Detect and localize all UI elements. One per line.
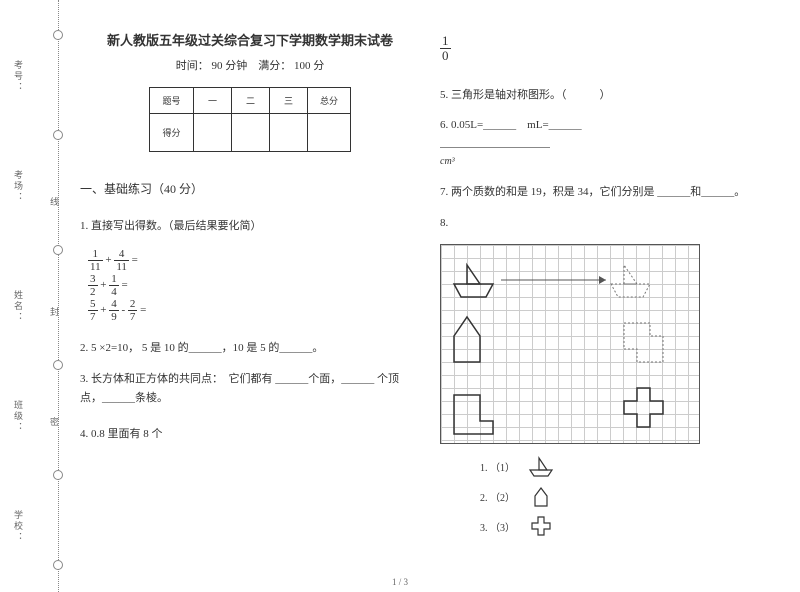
cell	[307, 114, 350, 152]
question-2: 2. 5 ×2=10， 5 是 10 的______，10 是 5 的_____…	[80, 339, 420, 358]
plus-icon	[527, 514, 555, 538]
fraction-standalone: 10	[440, 34, 780, 64]
house-icon	[527, 484, 555, 508]
binding-dotted-line	[58, 0, 59, 592]
page-number: 1 / 3	[392, 577, 408, 587]
answer-row: 3. （3）	[480, 514, 780, 538]
answer-label: 1. （1）	[480, 459, 515, 474]
cell	[231, 114, 269, 152]
cell	[269, 114, 307, 152]
question-1: 1. 直接写出得数。（最后结果要化简）	[80, 217, 420, 236]
binding-margin: 考号： 考场： 姓名： 班级： 学校： 线 封 密	[0, 0, 70, 592]
question-7: 7. 两个质数的和是 19，积是 34，它们分别是 ______和______。	[440, 183, 780, 202]
binding-label: 姓名：	[12, 290, 25, 323]
exam-title: 新人教版五年级过关综合复习下学期数学期末试卷	[80, 30, 420, 49]
column-right: 10 5. 三角形是轴对称图形。（ ） 6. 0.05L=______ mL=_…	[440, 20, 780, 575]
binding-label: 学校：	[12, 510, 25, 543]
cell: 题号	[149, 88, 193, 114]
unit-label: cm³	[440, 156, 780, 167]
cell: 二	[231, 88, 269, 114]
column-left: 新人教版五年级过关综合复习下学期数学期末试卷 时间： 90 分钟 满分： 100…	[80, 20, 420, 575]
answer-row: 2. （2）	[480, 484, 780, 508]
table-row: 题号 一 二 三 总分	[149, 88, 350, 114]
binding-label: 考号：	[12, 60, 25, 93]
binding-char: 线	[50, 195, 59, 208]
binding-circle	[53, 360, 63, 370]
cell	[193, 114, 231, 152]
boat-icon	[527, 454, 555, 478]
binding-char: 封	[50, 305, 59, 318]
cell: 得分	[149, 114, 193, 152]
page-content: 新人教版五年级过关综合复习下学期数学期末试卷 时间： 90 分钟 满分： 100…	[80, 20, 780, 575]
score-table: 题号 一 二 三 总分 得分	[149, 87, 351, 152]
question-5: 5. 三角形是轴对称图形。（ ）	[440, 86, 780, 105]
math-block: 111 + 411 = 32 + 14 = 57 + 49 - 27 =	[88, 248, 420, 324]
grid-figure	[440, 244, 700, 444]
exam-subtitle: 时间： 90 分钟 满分： 100 分	[80, 57, 420, 73]
binding-circle	[53, 470, 63, 480]
answer-label: 3. （3）	[480, 519, 515, 534]
question-8: 8.	[440, 214, 780, 233]
math-line: 32 + 14 =	[88, 273, 420, 298]
binding-circle	[53, 30, 63, 40]
q-text: 直接写出得数。（最后结果要化简）	[91, 220, 262, 232]
q-num: 1.	[80, 220, 88, 232]
question-6: 6. 0.05L=______ mL=______	[440, 116, 780, 135]
question-4: 4. 0.8 里面有 8 个	[80, 425, 420, 444]
binding-circle	[53, 560, 63, 570]
table-row: 得分	[149, 114, 350, 152]
math-line: 57 + 49 - 27 =	[88, 298, 420, 323]
math-line: 111 + 411 =	[88, 248, 420, 273]
cell: 总分	[307, 88, 350, 114]
binding-label: 考场：	[12, 170, 25, 203]
binding-label: 班级：	[12, 400, 25, 433]
answer-row: 1. （1）	[480, 454, 780, 478]
question-3: 3. 长方体和正方体的共同点： 它们都有 ______个面，______ 个顶点…	[80, 370, 420, 407]
grid-shapes-svg	[441, 245, 701, 445]
section-heading: 一、基础练习（40 分）	[80, 180, 420, 197]
answer-label: 2. （2）	[480, 489, 515, 504]
answer-list: 1. （1） 2. （2） 3. （3）	[480, 454, 780, 538]
binding-circle	[53, 245, 63, 255]
divider	[440, 147, 550, 148]
cell: 三	[269, 88, 307, 114]
cell: 一	[193, 88, 231, 114]
binding-char: 密	[50, 415, 59, 428]
binding-circle	[53, 130, 63, 140]
